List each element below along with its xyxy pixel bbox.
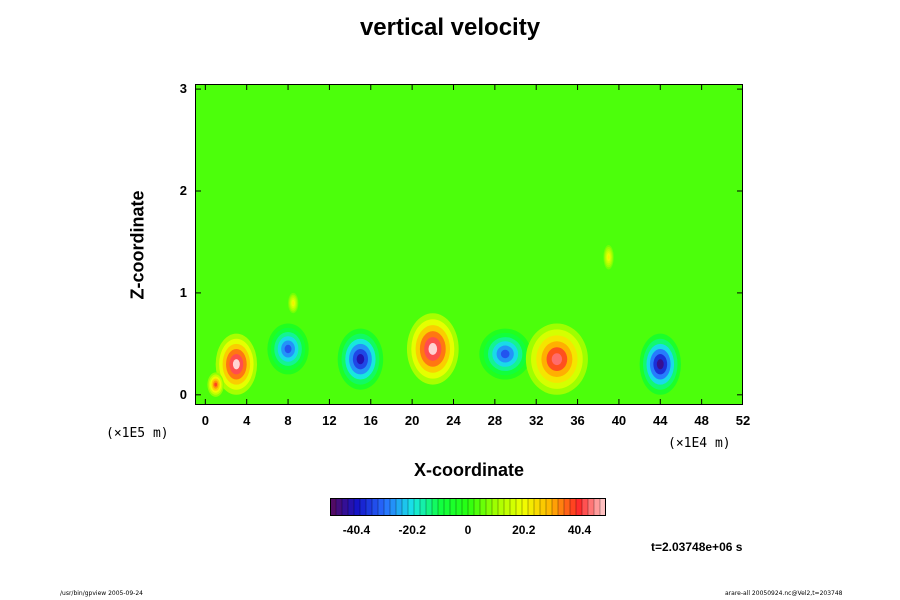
velocity-cell: [267, 323, 309, 375]
colorbar-swatch: [455, 497, 463, 517]
colorbar-swatch: [575, 497, 583, 517]
x-tick-label: 8: [284, 413, 292, 428]
chart-title: vertical velocity: [359, 14, 541, 41]
colorbar-swatch: [341, 497, 349, 517]
colorbar-swatch: [395, 497, 403, 517]
colorbar-swatch: [491, 497, 499, 517]
time-label: t=2.03748e+06 s: [651, 540, 743, 554]
colorbar-swatch: [443, 497, 451, 517]
colorbar-swatch: [347, 497, 355, 517]
colorbar-swatch: [557, 497, 565, 517]
colorbar-swatch: [539, 497, 547, 517]
colorbar-swatch: [569, 497, 577, 517]
colorbar-tick-label: 20.2: [512, 523, 536, 537]
y-tick-label: 1: [179, 284, 187, 300]
x-tick-label: 44: [653, 413, 668, 428]
colorbar-swatch: [407, 497, 415, 517]
velocity-cell: [207, 372, 224, 397]
y-axis-label: Z-coordinate: [127, 190, 148, 300]
x-axis-label: X-coordinate: [413, 460, 524, 480]
velocity-cell: [525, 323, 588, 395]
x-tick-label: 28: [487, 413, 503, 428]
velocity-cell: [639, 333, 681, 395]
x-tick-label: 24: [446, 413, 461, 428]
colorbar-swatch: [497, 497, 505, 517]
colorbar-swatch: [467, 497, 475, 517]
colorbar-swatch: [371, 497, 379, 517]
colorbar-tick-label: 40.4: [567, 523, 592, 537]
colorbar-swatch: [449, 497, 457, 517]
x-tick-label: 0: [201, 413, 209, 428]
colorbar-swatch: [563, 497, 571, 517]
plot-frame: [195, 84, 743, 405]
colorbar-swatch: [401, 497, 409, 517]
colorbar-swatch: [431, 497, 439, 517]
velocity-cell: [337, 328, 384, 390]
colorbar-swatch: [461, 497, 469, 517]
velocity-cell: [406, 313, 459, 385]
velocity-cell: [479, 328, 532, 380]
colorbar-swatch: [437, 497, 445, 517]
y-tick-label: 0: [179, 386, 187, 402]
y-tick-label: 3: [179, 81, 187, 97]
colorbar-swatch: [527, 497, 535, 517]
colorbar-swatch: [593, 497, 601, 517]
colorbar-swatch: [365, 497, 373, 517]
x-tick-label: 4: [243, 413, 251, 428]
colorbar-svg: [329, 497, 607, 517]
heatmap-svg: [195, 84, 743, 405]
x-tick-label: 16: [363, 413, 378, 428]
x-tick-label: 48: [694, 413, 709, 428]
colorbar-swatch: [509, 497, 517, 517]
colorbar-swatch: [473, 497, 481, 517]
colorbar-swatch: [389, 497, 397, 517]
velocity-cell: [288, 292, 299, 314]
footer-right: arare-all 20050924.nc@Vel2,t=203748: [725, 590, 843, 597]
colorbar-swatch: [359, 497, 367, 517]
y-tick-label: 2: [179, 183, 187, 198]
colorbar-swatch: [551, 497, 559, 517]
colorbar-swatch: [377, 497, 385, 517]
x-tick-label: 52: [735, 413, 751, 428]
colorbar-swatch: [335, 497, 343, 517]
colorbar-tick-label: -40.4: [342, 523, 371, 537]
x-tick-label: 40: [611, 413, 627, 428]
colorbar-swatch: [515, 497, 523, 517]
colorbar-swatch: [353, 497, 361, 517]
x-tick-label: 32: [528, 413, 544, 428]
x-tick-label: 12: [322, 413, 337, 428]
colorbar-frame: [330, 498, 606, 516]
velocity-cell: [215, 333, 258, 395]
colorbar-swatch: [587, 497, 595, 517]
y-unit-label: (×1E5 m): [106, 426, 169, 441]
velocity-cell: [603, 245, 614, 270]
footer-left: /usr/bin/gpview 2005-09-24: [60, 590, 143, 597]
colorbar-swatch: [533, 497, 541, 517]
colorbar-swatch: [581, 497, 589, 517]
colorbar-tick-label: 0: [464, 523, 472, 537]
x-tick-label: 20: [404, 413, 420, 428]
colorbar: [329, 497, 607, 517]
x-unit-label: (×1E4 m): [668, 436, 731, 451]
colorbar-swatch: [503, 497, 511, 517]
colorbar-swatch: [485, 497, 493, 517]
plot-area: [195, 84, 743, 405]
colorbar-swatch: [413, 497, 421, 517]
colorbar-swatch: [479, 497, 487, 517]
x-tick-label: 36: [570, 413, 585, 428]
colorbar-swatch: [521, 497, 529, 517]
colorbar-swatch: [545, 497, 553, 517]
colorbar-swatch: [425, 497, 433, 517]
colorbar-tick-label: -20.2: [398, 523, 426, 537]
colorbar-swatch: [419, 497, 427, 517]
colorbar-swatch: [383, 497, 391, 517]
